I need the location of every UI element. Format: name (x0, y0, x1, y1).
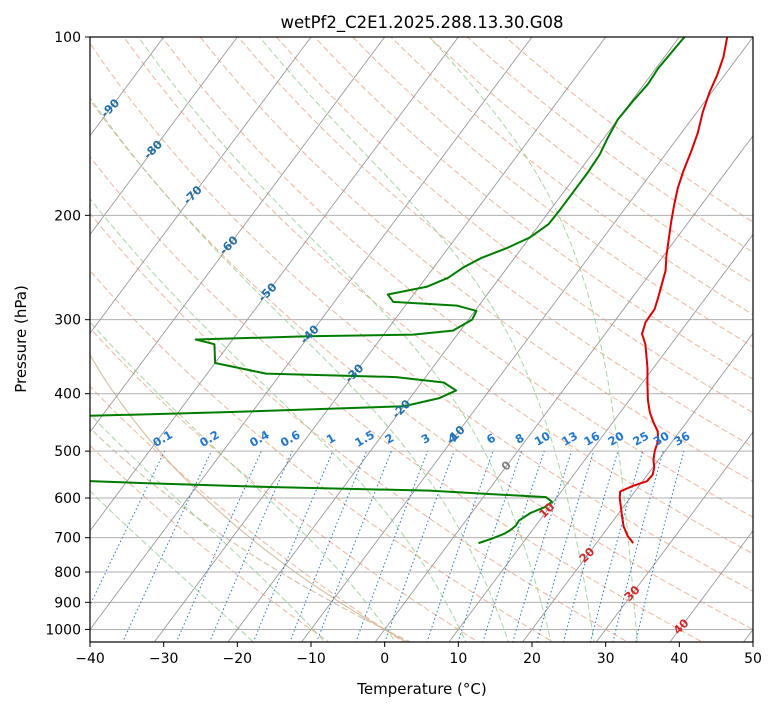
dry-adiabat (90, 385, 405, 642)
x-axis-title: Temperature (°C) (356, 680, 486, 698)
x-tick-label: 0 (380, 651, 389, 667)
isotherm-line (90, 37, 533, 631)
x-tick-label: 20 (523, 651, 541, 667)
dry-adiabat (161, 37, 753, 518)
x-tick-label: −40 (75, 651, 105, 667)
dry-adiabat (90, 269, 554, 642)
mixing-ratio-label: 25 (630, 429, 651, 449)
mixing-ratio-line (209, 450, 293, 642)
mixing-ratio-label: 10 (532, 429, 553, 449)
mixing-ratio-line (252, 450, 334, 642)
dry-adiabat (90, 444, 330, 642)
dry-adiabat (313, 37, 753, 380)
mixing-ratio-line (457, 450, 523, 642)
mixing-ratio-line (612, 450, 664, 642)
x-tick-label: 10 (449, 651, 467, 667)
y-axis-ticks: 100 200 300 400 500 600 700 800 900 1000 (45, 30, 90, 638)
tan-curve (90, 353, 408, 642)
mixing-ratio-line (289, 450, 368, 642)
mixing-ratio-line (589, 450, 644, 642)
isotherm-line (90, 37, 238, 236)
y-tick-label: 700 (54, 531, 81, 547)
x-axis-ticks: −40 −30 −20 −10 0 10 20 30 40 50 (75, 642, 762, 667)
y-tick-label: 800 (54, 565, 81, 581)
sounding-profiles (90, 37, 729, 545)
mixing-ratio-line (175, 450, 262, 642)
moist-adiabat (90, 197, 467, 642)
y-tick-label: 900 (54, 595, 81, 611)
isotherm-line (90, 37, 459, 532)
y-tick-label: 200 (54, 208, 81, 224)
isotherm-line (669, 529, 753, 642)
dewpoint-profile (90, 37, 686, 545)
mixing-ratio-label: 20 (606, 429, 627, 449)
tan-curve (90, 427, 412, 642)
mixing-ratio-label: 30 (651, 429, 672, 449)
moist-adiabat (90, 321, 397, 642)
mixing-ratio-line (562, 450, 619, 642)
mixing-ratio-line (426, 450, 494, 642)
skewed-isotherms (90, 37, 753, 642)
x-tick-label: −30 (149, 651, 179, 667)
y-tick-label: 100 (54, 30, 81, 46)
isotherm-line (301, 37, 753, 642)
x-tick-label: 30 (597, 651, 615, 667)
dry-adiabat (90, 155, 704, 642)
chart-title: wetPf2_C2E1.2025.288.13.30.G08 (280, 13, 563, 33)
x-tick-label: 50 (744, 651, 762, 667)
isotherm-line (595, 431, 753, 642)
mixing-ratio-label: 36 (672, 429, 693, 449)
mixing-ratio-line (635, 450, 685, 642)
y-tick-label: 1000 (45, 622, 81, 638)
mixing-ratio-label: 16 (581, 429, 602, 449)
y-tick-label: 500 (54, 444, 81, 460)
x-tick-label: 40 (670, 651, 688, 667)
isotherm-line (522, 332, 753, 642)
x-tick-label: −10 (296, 651, 326, 667)
plot-frame (89, 36, 754, 643)
y-tick-label: 400 (54, 387, 81, 403)
isotherm-line (153, 37, 607, 642)
x-tick-label: −20 (223, 651, 253, 667)
dry-adiabat (428, 37, 753, 284)
dry-adiabats (90, 37, 753, 642)
isotherm-line (374, 134, 753, 642)
dry-adiabat (90, 42, 753, 592)
mixing-ratio-line (90, 450, 166, 607)
mixing-ratio-lines (90, 450, 685, 642)
y-tick-label: 600 (54, 491, 81, 507)
moist-adiabat (428, 37, 638, 642)
isotherm-line (448, 233, 753, 642)
isotherm-line (90, 37, 165, 137)
dry-adiabat (237, 37, 753, 448)
tan-curves (90, 353, 412, 642)
isotherm-line (90, 37, 312, 334)
moist-adiabat (90, 96, 510, 642)
isobar-gridlines (90, 37, 753, 630)
mixing-ratio-line (536, 450, 595, 642)
mixing-ratio-line (512, 450, 573, 642)
temperature-profile (618, 37, 729, 544)
isotherm-line (90, 37, 386, 433)
y-axis-title: Pressure (hPa) (12, 285, 30, 393)
mixing-ratio-label: 13 (559, 429, 580, 449)
dry-adiabat (390, 37, 753, 316)
dry-adiabat (90, 212, 629, 642)
moist-adiabat (90, 413, 326, 642)
y-tick-label: 300 (54, 313, 81, 329)
